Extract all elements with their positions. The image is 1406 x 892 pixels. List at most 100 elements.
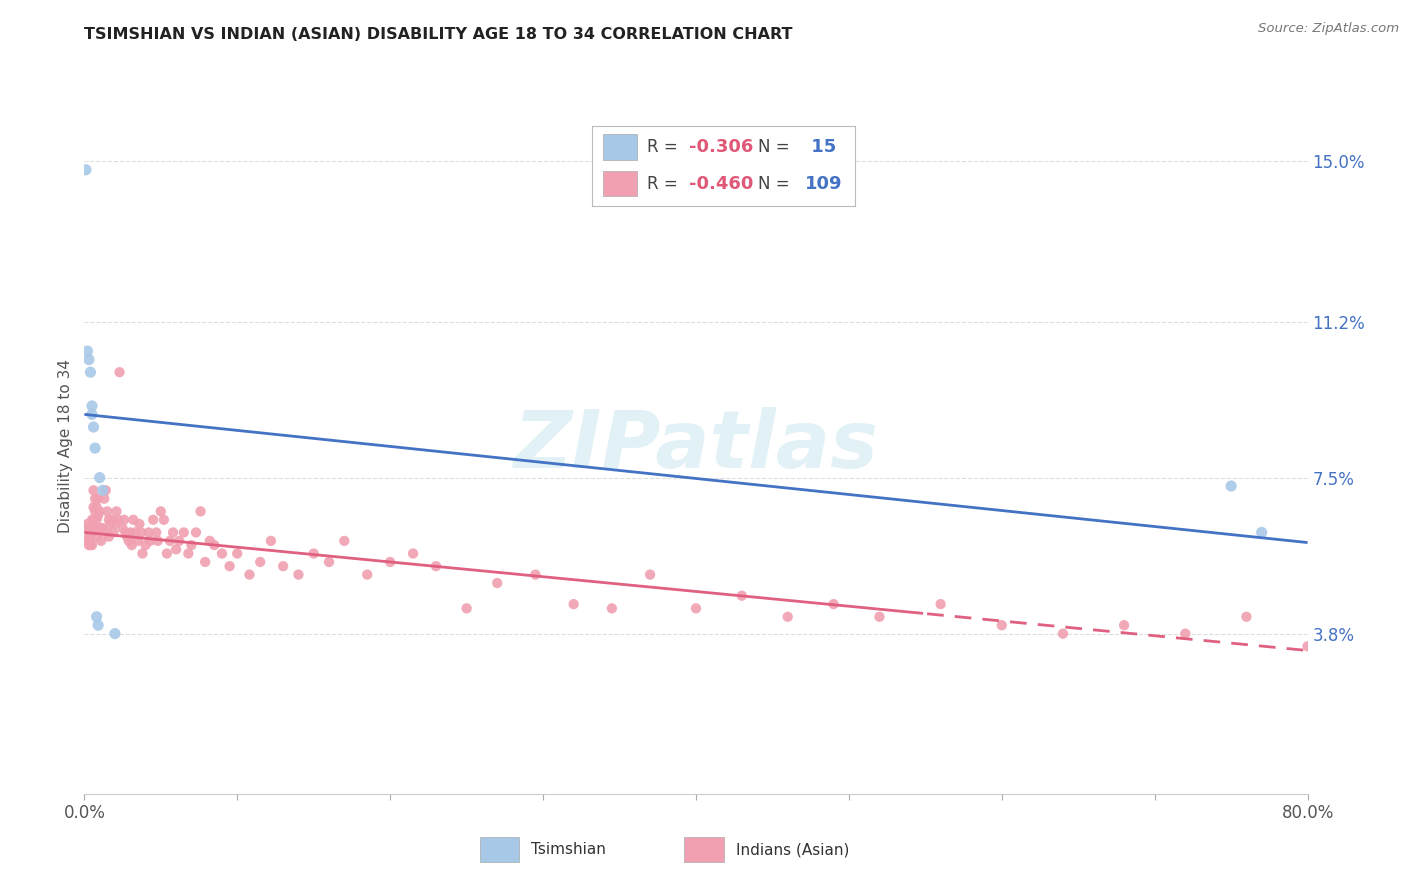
Point [142, 513, 165, 527]
Point [380, 555, 402, 569]
Point [776, 609, 799, 624]
Point [86, 530, 108, 544]
Point [333, 533, 356, 548]
Point [260, 533, 283, 548]
Point [94, 483, 117, 498]
Text: N =: N = [758, 175, 794, 193]
Point [97, 530, 120, 544]
Point [91, 521, 114, 535]
Point [79, 365, 101, 379]
Point [287, 567, 309, 582]
Point [249, 555, 271, 569]
Point [108, 365, 131, 379]
Point [218, 559, 240, 574]
Point [87, 491, 110, 506]
Point [1234, 609, 1257, 624]
Point [89, 521, 111, 535]
Point [104, 626, 127, 640]
Point [80, 525, 103, 540]
Point [76, 533, 98, 548]
Point [524, 567, 547, 582]
Point [146, 533, 169, 548]
Point [75, 162, 97, 177]
Point [111, 521, 134, 535]
Point [104, 516, 127, 531]
Text: 15: 15 [806, 137, 837, 156]
Point [97, 513, 120, 527]
Bar [685, 837, 724, 863]
Point [75, 521, 97, 535]
Point [114, 525, 136, 540]
Point [1052, 626, 1074, 640]
Point [90, 533, 112, 548]
Point [139, 533, 162, 548]
Point [138, 525, 160, 540]
Point [80, 399, 103, 413]
Point [77, 538, 100, 552]
Point [153, 513, 176, 527]
Point [638, 567, 661, 582]
Point [84, 504, 107, 518]
Point [145, 525, 167, 540]
Point [159, 533, 181, 548]
Point [198, 533, 221, 548]
Point [271, 559, 294, 574]
Point [167, 533, 190, 548]
Point [131, 547, 153, 561]
Point [98, 516, 121, 531]
Point [127, 533, 149, 548]
Point [91, 483, 114, 498]
Point [238, 567, 260, 582]
Point [84, 521, 107, 535]
Point [1250, 525, 1272, 540]
Point [1358, 648, 1381, 662]
Point [89, 504, 111, 518]
Point [486, 576, 509, 591]
Point [120, 525, 142, 540]
Text: Tsimshian: Tsimshian [531, 842, 606, 857]
Text: ZIPatlas: ZIPatlas [513, 407, 879, 485]
Point [90, 521, 112, 535]
Text: -0.460: -0.460 [689, 175, 754, 193]
Text: TSIMSHIAN VS INDIAN (ASIAN) DISABILITY AGE 18 TO 34 CORRELATION CHART: TSIMSHIAN VS INDIAN (ASIAN) DISABILITY A… [84, 27, 793, 42]
Bar [603, 134, 637, 160]
Point [202, 538, 225, 552]
Point [107, 513, 129, 527]
Point [135, 538, 157, 552]
Point [1174, 626, 1197, 640]
Point [190, 504, 212, 518]
Text: Source: ZipAtlas.com: Source: ZipAtlas.com [1258, 22, 1399, 36]
Point [86, 513, 108, 527]
Point [79, 521, 101, 535]
Point [194, 555, 217, 569]
Point [128, 516, 150, 531]
Point [76, 516, 98, 531]
Point [79, 538, 101, 552]
Y-axis label: Disability Age 18 to 34: Disability Age 18 to 34 [58, 359, 73, 533]
Point [83, 500, 105, 515]
Point [93, 491, 115, 506]
Point [112, 513, 135, 527]
Text: N =: N = [758, 137, 794, 156]
Point [731, 589, 754, 603]
Point [226, 547, 249, 561]
Point [83, 420, 105, 434]
Point [402, 547, 425, 561]
Point [121, 538, 143, 552]
Point [105, 504, 128, 518]
Point [77, 530, 100, 544]
Point [84, 491, 107, 506]
Point [302, 547, 325, 561]
Point [86, 609, 108, 624]
Point [80, 513, 103, 527]
Text: R =: R = [647, 137, 683, 156]
Point [1296, 640, 1319, 654]
Point [184, 525, 207, 540]
Point [96, 504, 118, 518]
Point [211, 547, 233, 561]
Point [83, 513, 105, 527]
Text: -0.306: -0.306 [689, 137, 754, 156]
Point [87, 508, 110, 523]
Point [80, 538, 103, 552]
Point [129, 525, 152, 540]
